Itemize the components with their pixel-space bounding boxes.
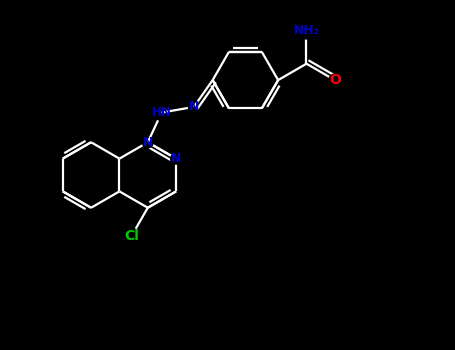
Circle shape — [329, 74, 341, 86]
Text: N: N — [171, 152, 182, 165]
Text: N: N — [189, 100, 199, 113]
Circle shape — [188, 102, 199, 112]
Text: Cl: Cl — [124, 229, 139, 243]
Text: O: O — [329, 73, 341, 87]
Text: NH₂: NH₂ — [293, 25, 319, 37]
Circle shape — [142, 137, 153, 148]
Circle shape — [123, 228, 139, 244]
Circle shape — [171, 153, 182, 164]
Text: HN: HN — [152, 106, 172, 119]
Circle shape — [298, 23, 314, 39]
Text: N: N — [142, 136, 153, 149]
Circle shape — [154, 105, 170, 120]
